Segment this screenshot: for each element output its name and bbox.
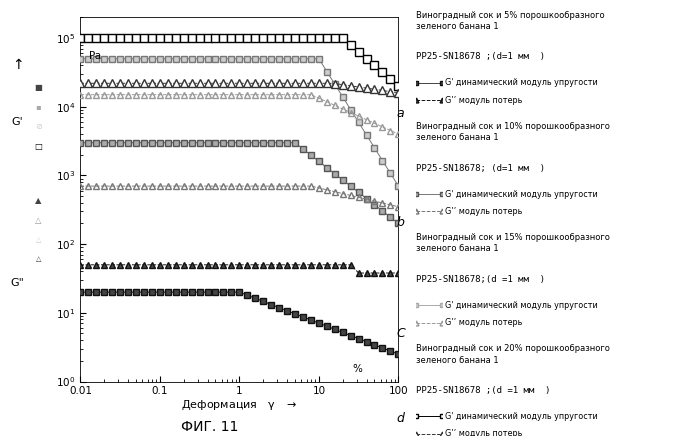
Text: b: b	[396, 216, 405, 229]
X-axis label: Деформация   γ   $\rightarrow$: Деформация γ $\rightarrow$	[181, 399, 298, 412]
Text: Виноградный сок и 5% порошкообразного
зеленого банана 1: Виноградный сок и 5% порошкообразного зе…	[416, 11, 605, 31]
Text: C: C	[396, 327, 405, 340]
Text: □: □	[34, 142, 43, 150]
Text: G’’ модуль потерь: G’’ модуль потерь	[445, 318, 523, 327]
Text: G’’ модуль потерь: G’’ модуль потерь	[445, 429, 523, 436]
Text: G' динамический модуль упругости: G' динамический модуль упругости	[445, 78, 598, 87]
Text: d: d	[396, 412, 405, 425]
Text: △: △	[36, 256, 41, 262]
Text: G' динамический модуль упругости: G' динамический модуль упругости	[445, 412, 598, 421]
Text: ▪: ▪	[36, 102, 41, 111]
Text: ⊘: ⊘	[35, 122, 42, 131]
Text: %: %	[352, 364, 362, 374]
Text: PP25-SN18678 ;(d =1 мм  ): PP25-SN18678 ;(d =1 мм )	[416, 386, 550, 395]
Text: G' динамический модуль упругости: G' динамический модуль упругости	[445, 301, 598, 310]
Text: G' динамический модуль упругости: G' динамический модуль упругости	[445, 190, 598, 198]
Text: Виноградный сок и 15% порошкообразного
зеленого банана 1: Виноградный сок и 15% порошкообразного з…	[416, 233, 610, 253]
Text: ↑: ↑	[12, 58, 23, 72]
Text: a: a	[397, 107, 404, 120]
Text: G": G"	[10, 279, 24, 288]
Text: △: △	[36, 237, 41, 243]
Text: ▲: ▲	[35, 196, 42, 205]
Text: ■: ■	[34, 83, 43, 92]
Text: PP25-SN18678 ;(d=1 мм  ): PP25-SN18678 ;(d=1 мм )	[416, 52, 545, 61]
Text: G’’ модуль потерь: G’’ модуль потерь	[445, 207, 523, 216]
Text: Виноградный сок и 10% порошкообразного
зеленого банана 1: Виноградный сок и 10% порошкообразного з…	[416, 122, 610, 142]
Text: G': G'	[12, 117, 23, 127]
Text: PP25-SN18678;(d =1 мм  ): PP25-SN18678;(d =1 мм )	[416, 275, 545, 284]
Text: Виноградный сок и 20% порошкообразного
зеленого банана 1: Виноградный сок и 20% порошкообразного з…	[416, 344, 610, 364]
Text: PP25-SN18678; (d=1 мм  ): PP25-SN18678; (d=1 мм )	[416, 164, 545, 173]
Text: G’’ модуль потерь: G’’ модуль потерь	[445, 96, 523, 105]
Text: △: △	[35, 216, 42, 225]
Text: Pa: Pa	[89, 51, 101, 61]
Text: ФИГ. 11: ФИГ. 11	[181, 420, 238, 434]
